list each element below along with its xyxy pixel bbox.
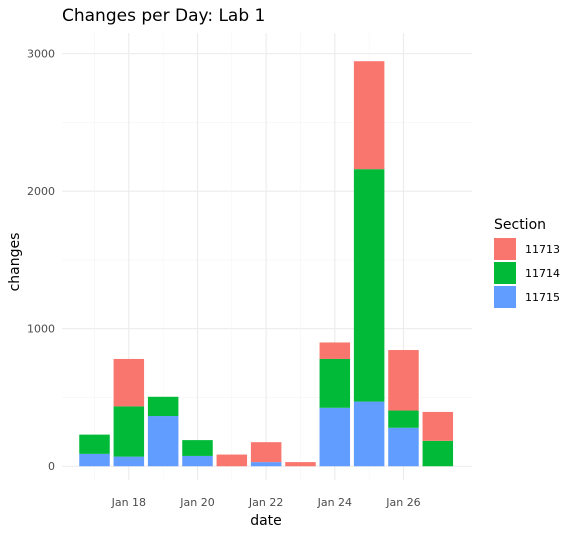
bar-segment-11714-jan-26 (388, 410, 419, 428)
legend-label-11715: 11715 (525, 291, 560, 304)
chart-title: Changes per Day: Lab 1 (62, 6, 265, 26)
bar-segment-11713-jan-22 (250, 442, 282, 463)
legend-title: Section (494, 217, 546, 233)
legend-swatch-11714 (494, 262, 516, 284)
bar-segment-11714-jan-17 (79, 434, 110, 454)
bar-segment-11713-jan-27 (422, 411, 454, 441)
bar-segment-11714-jan-20 (182, 440, 213, 456)
bar-segment-11715-jan-26 (388, 427, 419, 467)
bar-segment-11713-jan-23 (285, 462, 316, 467)
bar-segment-11714-jan-27 (422, 440, 454, 467)
y-tick-label: 0 (48, 460, 55, 473)
bar-segment-11713-jan-25 (353, 61, 385, 170)
y-tick-label: 1000 (27, 323, 55, 336)
x-tick-label: Jan 18 (111, 496, 146, 509)
bar-segment-11715-jan-24 (319, 407, 351, 467)
legend-label-11713: 11713 (525, 243, 560, 256)
axis-tick-labels: 0 1000 2000 3000 Jan 18 Jan 20 Jan 22 Jan 24 Jan… (27, 48, 421, 509)
legend: 11713 11714 11715 (494, 238, 560, 308)
y-axis-title: changes (7, 233, 23, 292)
legend-swatch-11715 (494, 286, 516, 308)
bars (79, 61, 454, 467)
bar-segment-11713-jan-26 (388, 350, 419, 411)
bar-segment-11715-jan-25 (353, 401, 385, 467)
x-axis-title: date (250, 513, 282, 529)
bar-segment-11715-jan-20 (182, 455, 213, 467)
bar-segment-11713-jan-21 (216, 454, 248, 467)
bar-segment-11715-jan-17 (79, 453, 110, 467)
bar-segment-11714-jan-19 (147, 396, 179, 417)
bar-segment-11714-jan-24 (319, 358, 351, 408)
legend-label-11714: 11714 (525, 267, 560, 280)
bar-segment-11714-jan-25 (353, 169, 385, 402)
x-tick-label: Jan 20 (179, 496, 214, 509)
y-tick-label: 3000 (27, 48, 55, 61)
bar-segment-11715-jan-19 (147, 416, 179, 467)
x-tick-label: Jan 26 (385, 496, 420, 509)
bar-segment-11714-jan-18 (113, 406, 145, 457)
bar-segment-11715-jan-22 (250, 462, 282, 467)
x-tick-label: Jan 24 (317, 496, 352, 509)
legend-swatch-11713 (494, 238, 516, 260)
bar-segment-11715-jan-18 (113, 456, 145, 467)
bar-segment-11713-jan-18 (113, 358, 145, 407)
y-tick-label: 2000 (27, 185, 55, 198)
x-tick-label: Jan 22 (248, 496, 283, 509)
bar-segment-11713-jan-24 (319, 342, 351, 359)
